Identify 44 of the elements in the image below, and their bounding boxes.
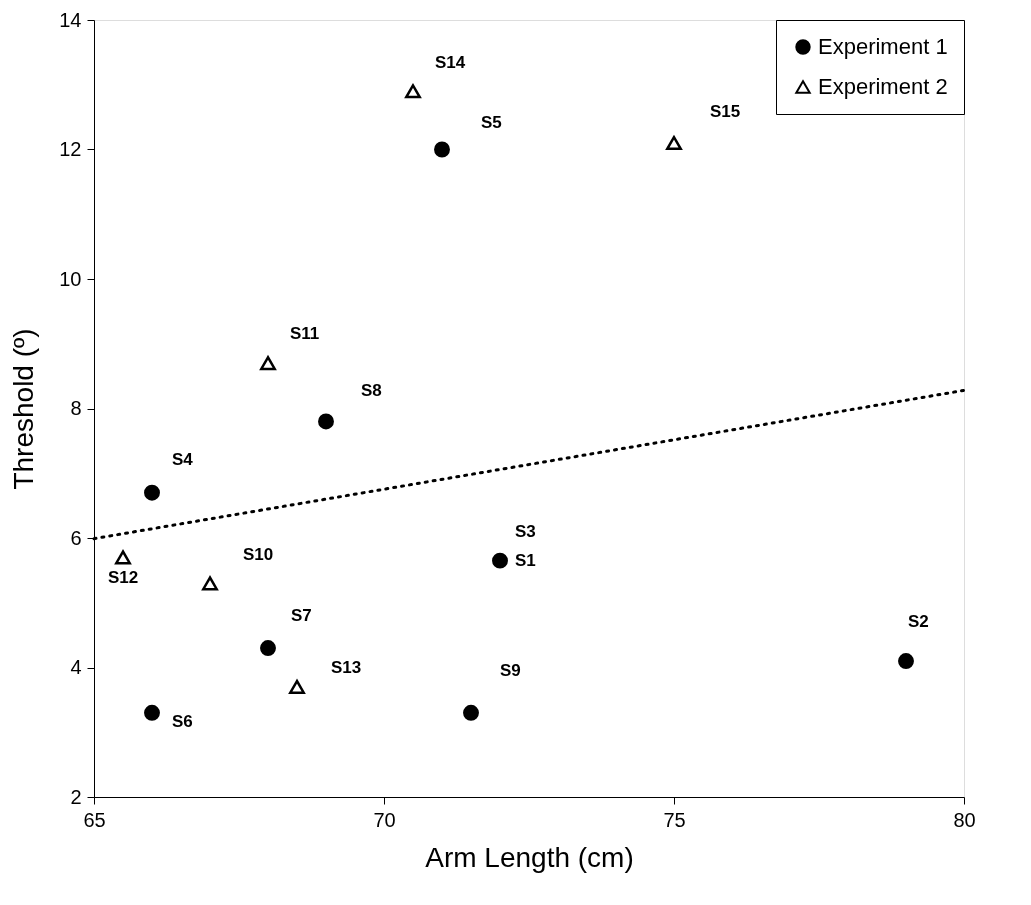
annotation: S8 (361, 381, 382, 401)
point (405, 84, 421, 99)
point (260, 356, 276, 371)
point (666, 135, 682, 151)
point (144, 704, 160, 721)
point (260, 640, 276, 657)
annotation: S2 (908, 612, 929, 632)
y-tick-label: 6 (70, 526, 82, 549)
x-tick-label: 70 (373, 808, 396, 831)
y-tick-label: 8 (70, 397, 82, 419)
point (492, 552, 508, 569)
annotation: S11 (290, 324, 320, 344)
y-tick-label: 2 (70, 785, 82, 808)
legend-label: Experiment 2 (818, 74, 948, 99)
x-tick-label: 75 (663, 808, 686, 831)
annotation: S9 (500, 660, 521, 680)
point (434, 141, 450, 158)
annotation: S10 (243, 545, 274, 565)
annotation: S7 (291, 606, 312, 626)
legend-label: Experiment 1 (818, 34, 948, 59)
y-tick-label: 14 (59, 8, 82, 31)
x-axis-title: Arm Length (cm) (425, 841, 634, 873)
annotation: S5 (481, 112, 502, 132)
x-tick-label: 65 (83, 808, 106, 831)
point (144, 484, 160, 501)
annotation: S14 (435, 53, 466, 73)
point (318, 413, 334, 430)
x-tick-label: 80 (953, 808, 976, 831)
y-tick-label: 4 (70, 656, 82, 678)
y-tick-label: 12 (59, 138, 82, 160)
point (115, 550, 131, 565)
y-tick-label: 10 (59, 267, 82, 290)
point (202, 576, 218, 591)
y-axis-title: Threshold (º) (8, 328, 40, 490)
point (898, 653, 914, 669)
annotation: S13 (331, 657, 362, 677)
annotation: S4 (172, 449, 194, 469)
annotation: S12 (108, 568, 139, 588)
annotation: S3 (515, 521, 536, 541)
point (289, 679, 305, 694)
annotation: S1 (515, 550, 536, 570)
point (463, 704, 479, 721)
annotation: S6 (172, 711, 193, 731)
annotation: S15 (710, 102, 741, 122)
